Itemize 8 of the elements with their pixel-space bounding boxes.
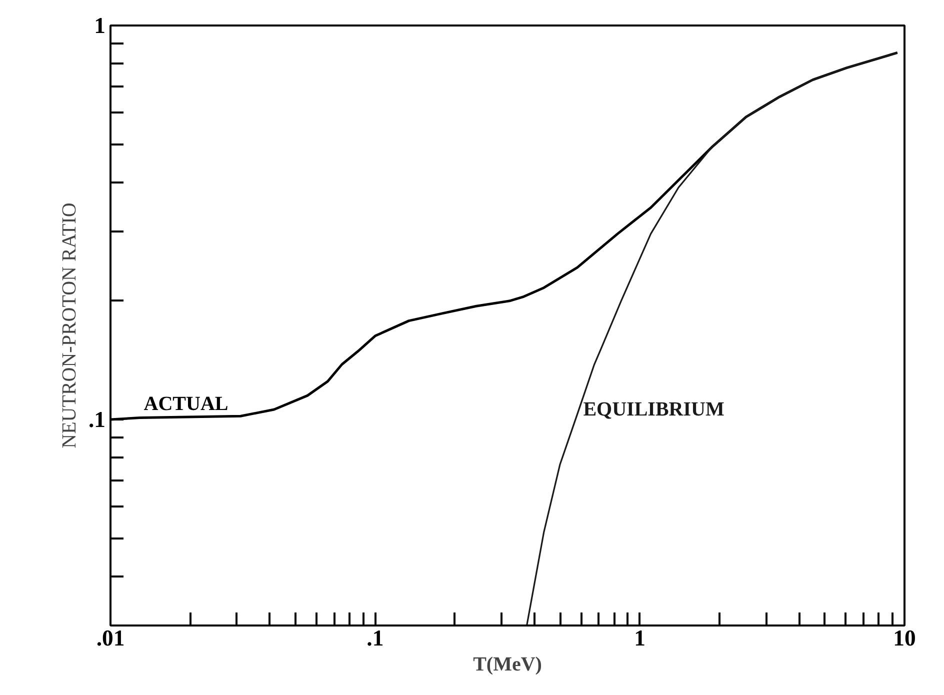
series-label: EQUILIBRIUM xyxy=(583,398,724,420)
x-tick-label: 10 xyxy=(893,626,916,650)
series-label: ACTUAL xyxy=(144,392,228,415)
x-tick-label: .01 xyxy=(96,626,125,650)
x-tick-label: 1 xyxy=(634,626,646,650)
x-axis-title: T(MeV) xyxy=(473,654,542,676)
y-axis-title: NEUTRON-PROTON RATIO xyxy=(58,202,81,448)
x-tick-label: .1 xyxy=(366,626,384,650)
